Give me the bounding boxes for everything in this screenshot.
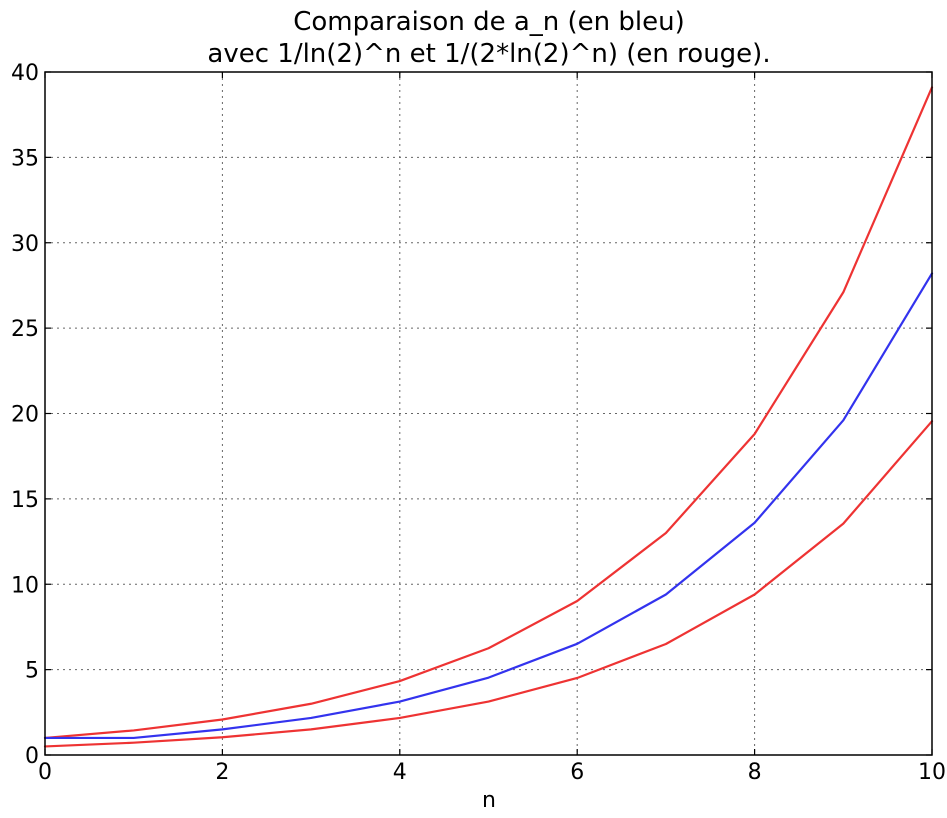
y-tick-label: 0: [25, 744, 39, 769]
x-tick-label: 4: [393, 760, 407, 785]
x-axis-label: n: [482, 788, 496, 813]
y-tick-label: 25: [11, 317, 39, 342]
y-tick-label: 35: [11, 146, 39, 171]
series-line-2: [43, 272, 934, 740]
y-tick-label: 20: [11, 403, 39, 428]
x-tick-label: 6: [570, 760, 584, 785]
x-tick-label: 8: [748, 760, 762, 785]
series-line-1: [43, 86, 934, 740]
y-tick-label: 15: [11, 488, 39, 513]
chart-subtitle: avec 1/ln(2)^n et 1/(2*ln(2)^n) (en roug…: [207, 39, 770, 69]
grid: [45, 72, 932, 755]
y-tick-label: 30: [11, 232, 39, 257]
y-tick-label: 40: [11, 61, 39, 86]
ticks: 0 2 4 6 8 10 0 5 10 15 20 25 30 35 40: [11, 61, 946, 785]
y-tick-label: 5: [25, 659, 39, 684]
series-line-3: [43, 420, 934, 748]
x-tick-label: 2: [215, 760, 229, 785]
x-tick-label: 0: [38, 760, 52, 785]
x-tick-label: 10: [918, 760, 946, 785]
chart-title: Comparaison de a_n (en bleu): [293, 7, 685, 37]
y-tick-label: 10: [11, 573, 39, 598]
series-group: [43, 86, 934, 748]
